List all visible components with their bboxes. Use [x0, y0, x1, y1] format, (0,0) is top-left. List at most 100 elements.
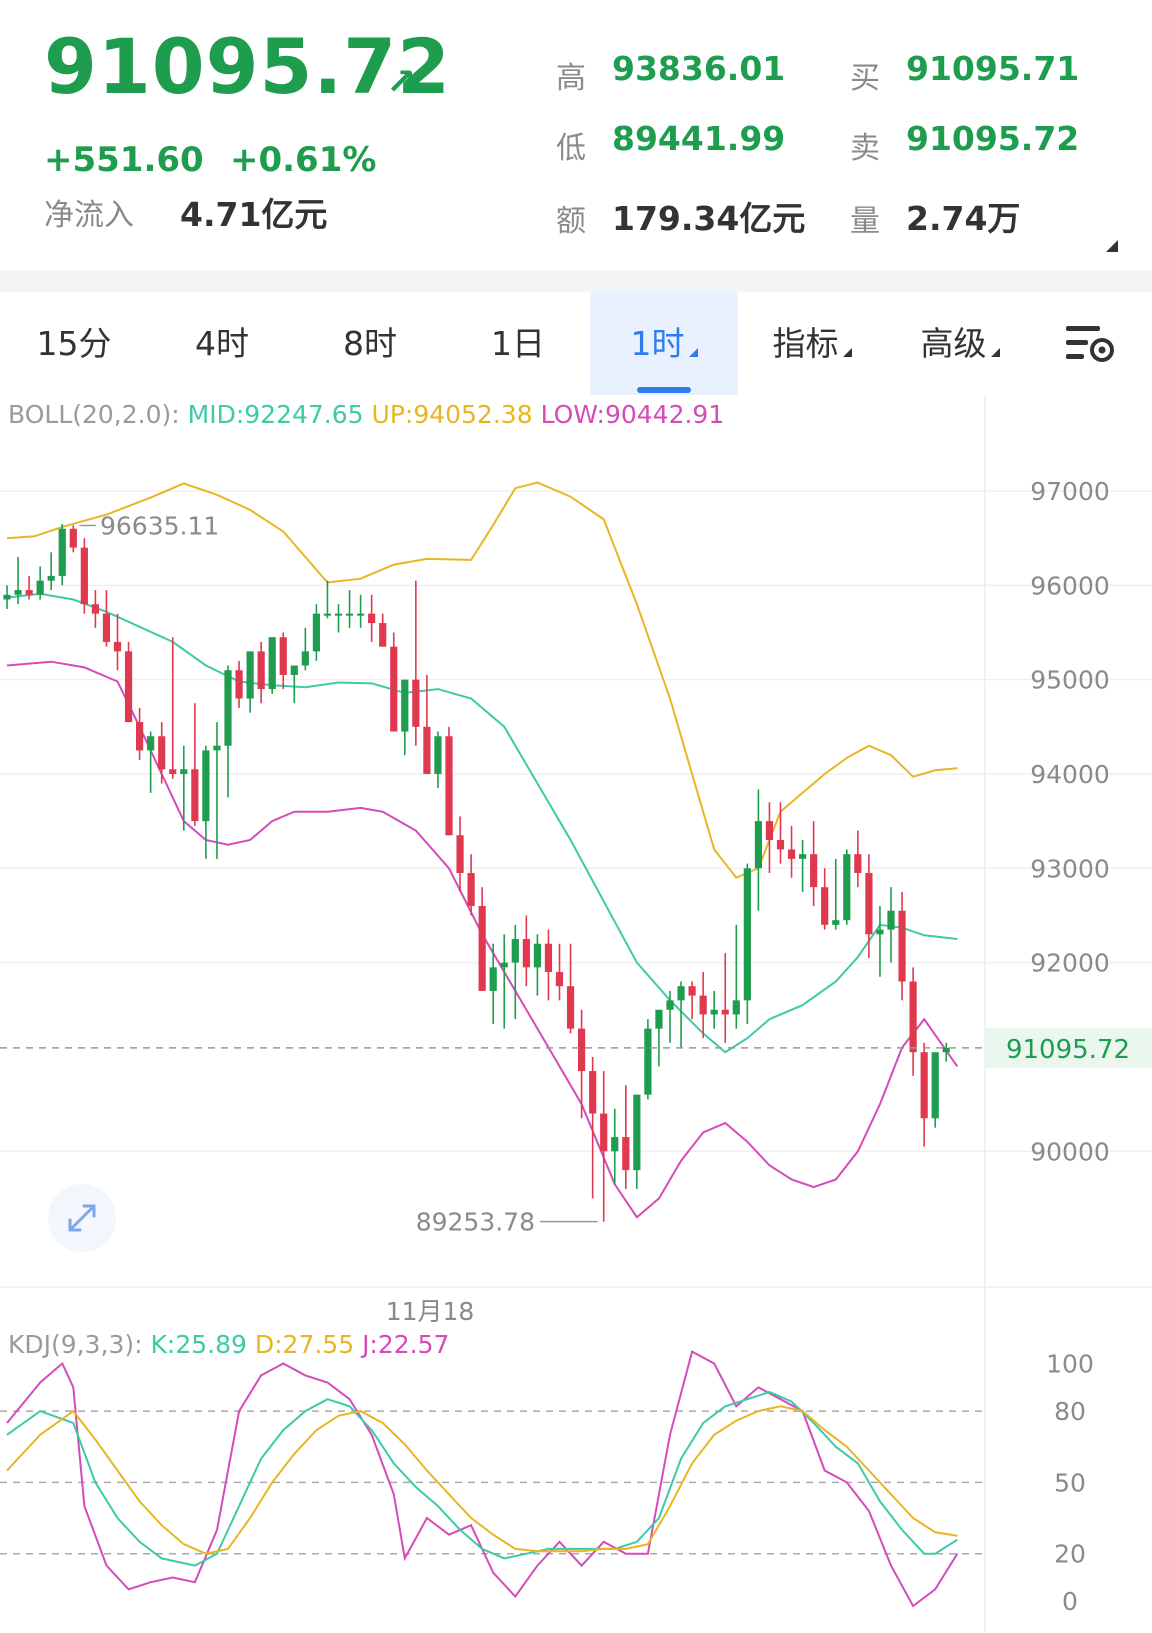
tab-1d[interactable]: 1日: [444, 292, 592, 395]
candle-body: [467, 873, 475, 907]
tab-label: 指标: [772, 324, 839, 363]
candle-body: [136, 722, 144, 751]
kdj-panel: 100 80 50 20 0: [0, 1350, 1094, 1616]
candle-body: [312, 613, 320, 652]
high-value: 93836.01: [612, 49, 786, 88]
candle: [445, 726, 453, 836]
tab-15m[interactable]: 15分: [0, 292, 148, 395]
candle: [36, 566, 44, 600]
tab-label: 4时: [195, 324, 249, 363]
candle-body: [489, 967, 497, 991]
kdj-y-tick-label: 20: [1054, 1540, 1086, 1569]
candle-body: [113, 641, 122, 652]
volume-value: 2.74万: [906, 199, 1021, 238]
dropdown-triangle-icon: [842, 348, 852, 357]
candle: [379, 613, 387, 647]
candle: [390, 632, 398, 732]
candle-body: [578, 1028, 586, 1072]
candle: [334, 604, 343, 633]
candle: [832, 858, 840, 930]
candle: [787, 825, 796, 878]
candle: [80, 538, 88, 614]
volume-label: 量: [850, 204, 880, 239]
boll-low: LOW:90442.91: [540, 400, 725, 429]
last-price: 91095.72: [44, 22, 452, 111]
section-divider: [0, 270, 1152, 292]
candle-body: [47, 575, 55, 581]
expand-corner-icon[interactable]: [1106, 240, 1118, 252]
candle-body: [323, 613, 332, 616]
candle-body: [500, 962, 508, 968]
candle: [566, 943, 575, 1034]
candle-body: [677, 986, 685, 1001]
bollinger-bands: [6, 481, 959, 1219]
candle-body: [898, 910, 906, 982]
chart-settings-icon[interactable]: [1064, 322, 1116, 366]
y-tick-label: 95000: [1030, 666, 1110, 695]
candle: [47, 552, 55, 591]
tab-4h[interactable]: 4时: [148, 292, 296, 395]
candle: [257, 641, 265, 704]
candle-body: [202, 750, 210, 822]
expand-icon[interactable]: [48, 1184, 116, 1252]
candle: [644, 1019, 652, 1100]
high-label: 高: [556, 61, 586, 96]
candle: [357, 594, 365, 628]
candle-body: [544, 943, 553, 973]
candle: [821, 868, 829, 930]
active-tab-indicator: [637, 387, 691, 393]
candle: [544, 929, 553, 1001]
candle-body: [357, 613, 365, 616]
candle-body: [69, 528, 77, 548]
dropdown-triangle-icon: [688, 348, 698, 357]
candle-body: [765, 821, 774, 840]
chart-grid: [0, 490, 1152, 1152]
candle: [235, 660, 243, 708]
candle-body: [147, 736, 155, 751]
candle: [710, 990, 718, 1029]
min-price-label: 89253.78: [416, 1208, 535, 1237]
candle-body: [14, 590, 22, 595]
candle-body: [854, 854, 862, 874]
candle-body: [456, 835, 464, 874]
candle: [124, 641, 133, 723]
candle: [887, 887, 895, 963]
price-chart[interactable]: 91095.72 9700096000950009400093000920009…: [0, 395, 1152, 1633]
candle: [522, 915, 530, 987]
candle: [246, 651, 254, 713]
tab-1h[interactable]: 1时: [590, 292, 738, 395]
y-tick-label: 94000: [1030, 760, 1110, 789]
candle-body: [776, 840, 785, 850]
candle: [202, 745, 210, 859]
candle: [368, 594, 376, 642]
tab-indicators[interactable]: 指标: [738, 292, 886, 395]
candle: [323, 580, 332, 619]
candle-body: [401, 679, 409, 732]
current-price-tag: 91095.72: [1006, 1035, 1130, 1065]
candle-body: [345, 613, 354, 616]
candle-body: [787, 849, 796, 859]
candle-body: [666, 1000, 674, 1010]
candle-body: [743, 868, 751, 1001]
interval-tabs: 15分 4时 8时 1日 1时 指标 高级: [0, 292, 1152, 395]
kdj-j: J:22.57: [362, 1330, 450, 1359]
candlesticks: [3, 524, 950, 1222]
candle: [180, 745, 188, 831]
tab-advanced[interactable]: 高级: [886, 292, 1034, 395]
candle-body: [876, 929, 884, 935]
price-axis-ticks: 97000 96000 95000 94000 93000 92000 90000: [1030, 477, 1110, 1166]
candle-body: [710, 1009, 718, 1015]
candle-body: [257, 651, 265, 690]
candle: [102, 590, 111, 647]
candle-body: [158, 736, 166, 770]
y-tick-label: 93000: [1030, 854, 1110, 883]
candle-body: [633, 1094, 641, 1171]
kdj-y-tick-label: 80: [1054, 1397, 1086, 1426]
quote-header: 91095.72 ↗ +551.60 +0.61% 净流入 4.71亿元 高 9…: [0, 0, 1152, 270]
candle: [843, 849, 851, 925]
tab-8h[interactable]: 8时: [296, 292, 444, 395]
candle: [58, 524, 66, 586]
dropdown-triangle-icon: [990, 348, 1000, 357]
price-annotations: 96635.11 89253.78: [79, 511, 598, 1237]
candle: [456, 816, 464, 892]
